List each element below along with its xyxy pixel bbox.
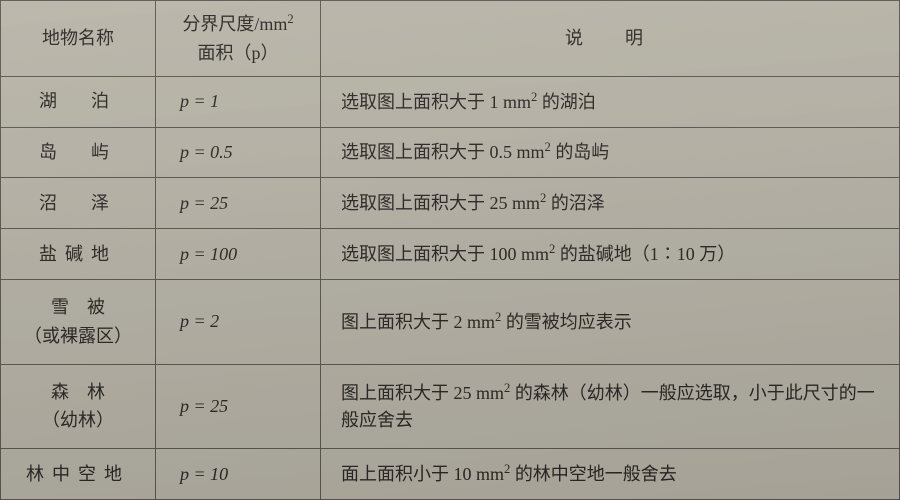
cell-scale: p = 2 <box>156 280 321 364</box>
cell-desc: 面上面积小于 10 mm2 的林中空地一般舍去 <box>321 449 900 500</box>
col-header-scale-line2: 面积（p） <box>168 39 308 68</box>
cell-name: 沼 泽 <box>1 178 156 229</box>
table-row: 森 林（幼林） p = 25 图上面积大于 25 mm2 的森林（幼林）一般应选… <box>1 364 900 448</box>
cell-desc: 选取图上面积大于 100 mm2 的盐碱地（1∶10 万） <box>321 229 900 280</box>
cell-name: 岛 屿 <box>1 127 156 178</box>
cell-name: 湖 泊 <box>1 76 156 127</box>
cell-name: 森 林（幼林） <box>1 364 156 448</box>
cell-desc: 选取图上面积大于 1 mm2 的湖泊 <box>321 76 900 127</box>
cell-scale: p = 0.5 <box>156 127 321 178</box>
table-row: 湖 泊 p = 1 选取图上面积大于 1 mm2 的湖泊 <box>1 76 900 127</box>
cell-scale: p = 25 <box>156 364 321 448</box>
cell-name: 盐碱地 <box>1 229 156 280</box>
cell-scale: p = 25 <box>156 178 321 229</box>
col-header-name: 地物名称 <box>1 1 156 77</box>
table-row: 沼 泽 p = 25 选取图上面积大于 25 mm2 的沼泽 <box>1 178 900 229</box>
feature-scale-table: 地物名称 分界尺度/mm2 面积（p） 说 明 湖 泊 p = 1 选取图上面积… <box>0 0 900 500</box>
table-row: 雪 被（或裸露区） p = 2 图上面积大于 2 mm2 的雪被均应表示 <box>1 280 900 364</box>
cell-name: 林中空地 <box>1 449 156 500</box>
col-header-scale: 分界尺度/mm2 面积（p） <box>156 1 321 77</box>
cell-scale: p = 100 <box>156 229 321 280</box>
table-row: 岛 屿 p = 0.5 选取图上面积大于 0.5 mm2 的岛屿 <box>1 127 900 178</box>
cell-desc: 图上面积大于 2 mm2 的雪被均应表示 <box>321 280 900 364</box>
cell-desc: 选取图上面积大于 0.5 mm2 的岛屿 <box>321 127 900 178</box>
col-header-scale-line1: 分界尺度/mm2 <box>168 9 308 39</box>
cell-scale: p = 10 <box>156 449 321 500</box>
cell-name: 雪 被（或裸露区） <box>1 280 156 364</box>
table-header-row: 地物名称 分界尺度/mm2 面积（p） 说 明 <box>1 1 900 77</box>
cell-scale: p = 1 <box>156 76 321 127</box>
cell-desc: 图上面积大于 25 mm2 的森林（幼林）一般应选取，小于此尺寸的一般应舍去 <box>321 364 900 448</box>
table-row: 盐碱地 p = 100 选取图上面积大于 100 mm2 的盐碱地（1∶10 万… <box>1 229 900 280</box>
col-header-desc: 说 明 <box>321 1 900 77</box>
cell-desc: 选取图上面积大于 25 mm2 的沼泽 <box>321 178 900 229</box>
table-row: 林中空地 p = 10 面上面积小于 10 mm2 的林中空地一般舍去 <box>1 449 900 500</box>
